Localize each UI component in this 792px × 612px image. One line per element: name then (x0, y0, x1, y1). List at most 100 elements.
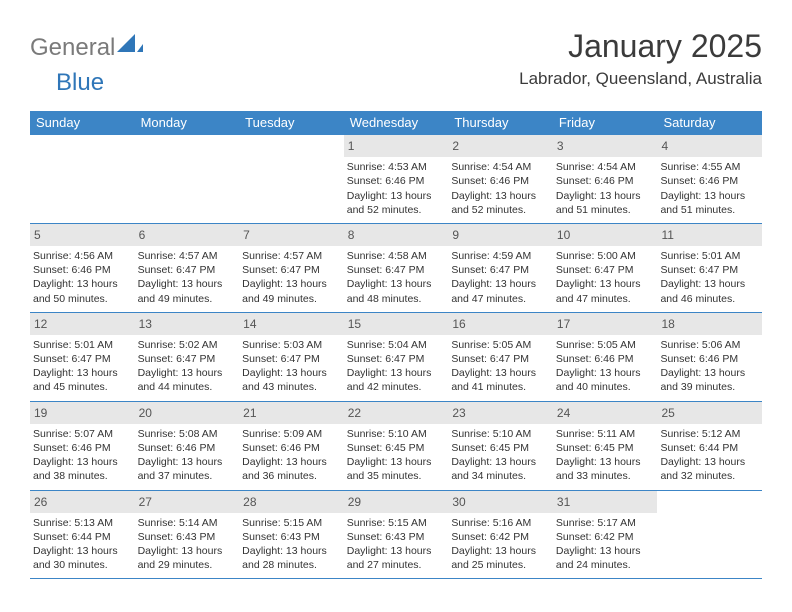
day-info: Sunrise: 5:05 AMSunset: 6:47 PMDaylight:… (451, 338, 550, 395)
day-number: 22 (344, 402, 449, 424)
day-20: 20 Sunrise: 5:08 AMSunset: 6:46 PMDayligh… (135, 402, 240, 490)
day-info: Sunrise: 5:15 AMSunset: 6:43 PMDaylight:… (347, 516, 446, 573)
week-row: 5Sunrise: 4:56 AMSunset: 6:46 PMDaylight… (30, 224, 762, 313)
day-info: Sunrise: 4:57 AMSunset: 6:47 PMDaylight:… (138, 249, 237, 306)
day-info: Sunrise: 4:57 AMSunset: 6:47 PMDaylight:… (242, 249, 341, 306)
day-info: Sunrise: 5:01 AMSunset: 6:47 PMDaylight:… (33, 338, 132, 395)
day-info: Sunrise: 5:08 AMSunset: 6:46 PMDaylight:… (138, 427, 237, 484)
day-number: 21 (239, 402, 344, 424)
day-31: 31Sunrise: 5:17 AMSunset: 6:42 PMDayligh… (553, 491, 658, 579)
day-16: 16 Sunrise: 5:05 AMSunset: 6:47 PMDayligh… (448, 313, 553, 401)
day-8: 8 Sunrise: 4:58 AMSunset: 6:47 PMDaylight… (344, 224, 449, 312)
weekday-saturday: Saturday (657, 111, 762, 135)
day-number: 17 (553, 313, 658, 335)
day-number: 26 (30, 491, 135, 513)
day-3: 3 Sunrise: 4:54 AMSunset: 6:46 PMDaylight… (553, 135, 658, 223)
day-22: 22 Sunrise: 5:10 AMSunset: 6:45 PMDayligh… (344, 402, 449, 490)
day-9: 9Sunrise: 4:59 AMSunset: 6:47 PMDaylight… (448, 224, 553, 312)
day-number: 11 (657, 224, 762, 246)
weekday-thursday: Thursday (448, 111, 553, 135)
day-number: 31 (553, 491, 658, 513)
day-info: Sunrise: 5:06 AMSunset: 6:46 PMDaylight:… (660, 338, 759, 395)
day-19: 19 Sunrise: 5:07 AMSunset: 6:46 PMDayligh… (30, 402, 135, 490)
day-12: 12 Sunrise: 5:01 AMSunset: 6:47 PMDayligh… (30, 313, 135, 401)
title-block: January 2025 Labrador, Queensland, Austr… (519, 28, 762, 89)
day-30: 30Sunrise: 5:16 AMSunset: 6:42 PMDayligh… (448, 491, 553, 579)
day-info: Sunrise: 5:00 AMSunset: 6:47 PMDaylight:… (556, 249, 655, 306)
day-number: 1 (344, 135, 449, 157)
day-info: Sunrise: 5:14 AMSunset: 6:43 PMDaylight:… (138, 516, 237, 573)
day-17: 17 Sunrise: 5:05 AMSunset: 6:46 PMDayligh… (553, 313, 658, 401)
day-info: Sunrise: 5:09 AMSunset: 6:46 PMDaylight:… (242, 427, 341, 484)
day-info: Sunrise: 5:12 AMSunset: 6:44 PMDaylight:… (660, 427, 759, 484)
day-info: Sunrise: 4:55 AMSunset: 6:46 PMDaylight:… (660, 160, 759, 217)
day-number: 19 (30, 402, 135, 424)
weekday-tuesday: Tuesday (239, 111, 344, 135)
weekday-wednesday: Wednesday (344, 111, 449, 135)
day-number: 14 (239, 313, 344, 335)
day-number: 20 (135, 402, 240, 424)
weekday-monday: Monday (135, 111, 240, 135)
day-25: 25 Sunrise: 5:12 AMSunset: 6:44 PMDayligh… (657, 402, 762, 490)
day-number: 8 (344, 224, 449, 246)
calendar-body: 1 Sunrise: 4:53 AMSunset: 6:46 PMDaylight… (30, 135, 762, 579)
day-23: 23Sunrise: 5:10 AMSunset: 6:45 PMDayligh… (448, 402, 553, 490)
day-24: 24Sunrise: 5:11 AMSunset: 6:45 PMDayligh… (553, 402, 658, 490)
logo: General (30, 34, 143, 62)
day-info: Sunrise: 4:54 AMSunset: 6:46 PMDaylight:… (451, 160, 550, 217)
day-number: 30 (448, 491, 553, 513)
day-number: 18 (657, 313, 762, 335)
day-21: 21 Sunrise: 5:09 AMSunset: 6:46 PMDayligh… (239, 402, 344, 490)
day-info: Sunrise: 5:04 AMSunset: 6:47 PMDaylight:… (347, 338, 446, 395)
logo-sail-icon (117, 34, 143, 59)
day-info: Sunrise: 4:54 AMSunset: 6:46 PMDaylight:… (556, 160, 655, 217)
day-15: 15 Sunrise: 5:04 AMSunset: 6:47 PMDayligh… (344, 313, 449, 401)
day-number: 10 (553, 224, 658, 246)
day-number: 6 (135, 224, 240, 246)
day-7: 7 Sunrise: 4:57 AMSunset: 6:47 PMDaylight… (239, 224, 344, 312)
day-number: 3 (553, 135, 658, 157)
day-number: 4 (657, 135, 762, 157)
day-empty (657, 491, 762, 579)
day-number: 16 (448, 313, 553, 335)
day-info: Sunrise: 5:07 AMSunset: 6:46 PMDaylight:… (33, 427, 132, 484)
weekday-header-row: SundayMondayTuesdayWednesdayThursdayFrid… (30, 111, 762, 135)
day-26: 26 Sunrise: 5:13 AMSunset: 6:44 PMDayligh… (30, 491, 135, 579)
weekday-friday: Friday (553, 111, 658, 135)
day-number: 12 (30, 313, 135, 335)
day-number: 29 (344, 491, 449, 513)
day-13: 13Sunrise: 5:02 AMSunset: 6:47 PMDayligh… (135, 313, 240, 401)
day-number: 24 (553, 402, 658, 424)
day-number: 25 (657, 402, 762, 424)
day-5: 5Sunrise: 4:56 AMSunset: 6:46 PMDaylight… (30, 224, 135, 312)
day-number: 15 (344, 313, 449, 335)
month-title: January 2025 (519, 28, 762, 65)
day-info: Sunrise: 5:01 AMSunset: 6:47 PMDaylight:… (660, 249, 759, 306)
week-row: 19 Sunrise: 5:07 AMSunset: 6:46 PMDayligh… (30, 402, 762, 491)
weekday-sunday: Sunday (30, 111, 135, 135)
day-14: 14Sunrise: 5:03 AMSunset: 6:47 PMDayligh… (239, 313, 344, 401)
day-info: Sunrise: 5:10 AMSunset: 6:45 PMDaylight:… (451, 427, 550, 484)
location: Labrador, Queensland, Australia (519, 69, 762, 89)
day-empty (239, 135, 344, 223)
day-number: 27 (135, 491, 240, 513)
day-empty (30, 135, 135, 223)
day-info: Sunrise: 5:02 AMSunset: 6:47 PMDaylight:… (138, 338, 237, 395)
day-info: Sunrise: 4:58 AMSunset: 6:47 PMDaylight:… (347, 249, 446, 306)
day-2: 2 Sunrise: 4:54 AMSunset: 6:46 PMDaylight… (448, 135, 553, 223)
week-row: 12 Sunrise: 5:01 AMSunset: 6:47 PMDayligh… (30, 313, 762, 402)
day-empty (135, 135, 240, 223)
day-number: 28 (239, 491, 344, 513)
day-number: 2 (448, 135, 553, 157)
day-6: 6 Sunrise: 4:57 AMSunset: 6:47 PMDaylight… (135, 224, 240, 312)
calendar: SundayMondayTuesdayWednesdayThursdayFrid… (30, 111, 762, 579)
day-1: 1 Sunrise: 4:53 AMSunset: 6:46 PMDaylight… (344, 135, 449, 223)
day-11: 11 Sunrise: 5:01 AMSunset: 6:47 PMDayligh… (657, 224, 762, 312)
day-number: 7 (239, 224, 344, 246)
week-row: 26 Sunrise: 5:13 AMSunset: 6:44 PMDayligh… (30, 491, 762, 580)
day-info: Sunrise: 5:13 AMSunset: 6:44 PMDaylight:… (33, 516, 132, 573)
day-info: Sunrise: 4:56 AMSunset: 6:46 PMDaylight:… (33, 249, 132, 306)
day-info: Sunrise: 4:53 AMSunset: 6:46 PMDaylight:… (347, 160, 446, 217)
day-info: Sunrise: 5:05 AMSunset: 6:46 PMDaylight:… (556, 338, 655, 395)
day-info: Sunrise: 5:10 AMSunset: 6:45 PMDaylight:… (347, 427, 446, 484)
